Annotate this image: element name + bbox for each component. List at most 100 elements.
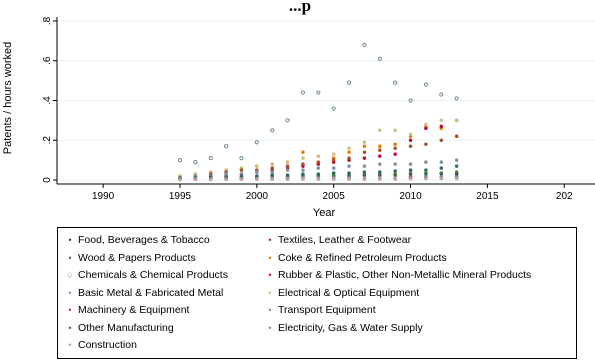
legend-label: Basic Metal & Fabricated Metal <box>78 286 224 299</box>
data-point <box>346 80 352 85</box>
data-point <box>439 118 444 123</box>
data-point <box>316 154 321 158</box>
data-point <box>439 166 444 170</box>
data-point <box>393 162 397 166</box>
data-point <box>377 154 382 158</box>
legend-label: Textiles, Leather & Footwear <box>278 234 412 246</box>
legend-item: • Transport Equipment <box>266 304 376 316</box>
data-point <box>270 162 275 166</box>
data-point <box>408 98 413 103</box>
data-point <box>301 168 305 172</box>
x-tick-label: 2000 <box>246 191 269 202</box>
legend: • Food, Beverages & Tobacco • Textiles, Lea… <box>57 227 577 359</box>
data-point <box>393 172 397 176</box>
legend-item: • Food, Beverages & Tobacco <box>66 234 209 246</box>
data-point <box>377 144 382 149</box>
axes: 0 .2 .4 .6 .8 1990 1995 2000 2005 2010 2015 202 <box>42 16 595 202</box>
data-point <box>347 156 351 160</box>
data-point <box>239 168 244 172</box>
legend-item: • Basic Metal & Fabricated Metal <box>66 287 223 299</box>
data-point <box>300 90 306 95</box>
data-point <box>454 164 459 168</box>
data-point <box>377 148 382 153</box>
legend-marker-icon: • <box>68 305 72 315</box>
data-point <box>255 174 259 178</box>
legend-marker-icon: • <box>268 270 272 280</box>
data-point <box>270 177 275 182</box>
data-point <box>454 134 459 139</box>
data-point <box>301 172 305 176</box>
data-point <box>377 170 382 174</box>
legend-item: • Construction <box>66 339 137 351</box>
data-points <box>177 42 459 182</box>
legend-marker-icon: ○ <box>67 270 73 280</box>
data-point <box>362 177 367 181</box>
data-point <box>393 146 397 151</box>
data-point <box>285 177 290 182</box>
legend-marker-icon: • <box>68 235 72 245</box>
legend-item: ○ Chemicals & Chemical Products <box>66 269 228 281</box>
data-point <box>331 152 336 156</box>
grid-lines <box>57 20 595 181</box>
legend-label: Construction <box>78 339 137 351</box>
data-point <box>208 156 213 161</box>
data-point <box>285 168 290 172</box>
y-axis-title: Patents / hours worked <box>2 42 14 155</box>
data-point <box>362 144 367 149</box>
data-point <box>377 128 382 133</box>
data-point <box>377 177 382 181</box>
data-point <box>439 92 444 97</box>
data-point <box>393 80 398 85</box>
legend-label: Other Manufacturing <box>78 321 174 334</box>
data-point <box>301 150 305 154</box>
data-point <box>393 177 397 181</box>
data-point <box>178 177 182 182</box>
data-point <box>377 162 382 166</box>
data-point <box>424 171 428 175</box>
data-point <box>331 177 336 181</box>
data-point <box>362 150 367 154</box>
data-point <box>408 138 413 143</box>
legend-label: Electricity, Gas & Water Supply <box>278 321 423 334</box>
y-tick-label: .6 <box>42 56 53 65</box>
legend-item: • Electrical & Optical Equipment <box>266 287 419 299</box>
legend-item: • Rubber & Plastic, Other Non-Metallic Mi… <box>266 269 531 281</box>
data-point <box>208 177 213 182</box>
legend-item: • Electricity, Gas & Water Supply <box>266 321 423 334</box>
legend-label: Coke & Refined Petroleum Products <box>278 251 447 264</box>
data-point <box>255 164 259 168</box>
data-point <box>424 160 428 164</box>
data-point <box>439 160 444 164</box>
data-point <box>439 171 444 175</box>
data-point <box>347 150 351 154</box>
data-point <box>301 177 305 181</box>
data-point <box>408 177 413 181</box>
data-point <box>393 169 397 173</box>
data-point <box>393 152 397 156</box>
data-point <box>454 176 459 181</box>
legend-label: Wood & Papers Products <box>78 251 196 264</box>
data-point <box>331 158 336 162</box>
legend-label: Transport Equipment <box>278 304 376 316</box>
legend-label: Chemicals & Chemical Products <box>78 269 228 281</box>
data-point <box>255 170 259 174</box>
legend-marker-icon: • <box>68 340 72 350</box>
data-point <box>255 177 259 182</box>
data-point <box>177 158 183 163</box>
data-point <box>301 156 305 160</box>
data-point <box>362 164 367 168</box>
x-tick-label: 1990 <box>92 191 115 202</box>
data-point <box>454 96 459 101</box>
y-tick-label: .2 <box>42 136 53 145</box>
data-point <box>285 164 290 168</box>
data-point <box>316 177 321 181</box>
legend-label: Rubber & Plastic, Other Non-Metallic Min… <box>278 269 532 281</box>
x-tick-label: 2015 <box>476 191 499 202</box>
data-point <box>347 164 351 168</box>
data-point <box>393 142 397 147</box>
data-point <box>193 177 198 182</box>
data-point <box>285 118 290 123</box>
data-point <box>408 144 413 149</box>
data-point <box>316 90 321 95</box>
data-point <box>454 158 459 162</box>
